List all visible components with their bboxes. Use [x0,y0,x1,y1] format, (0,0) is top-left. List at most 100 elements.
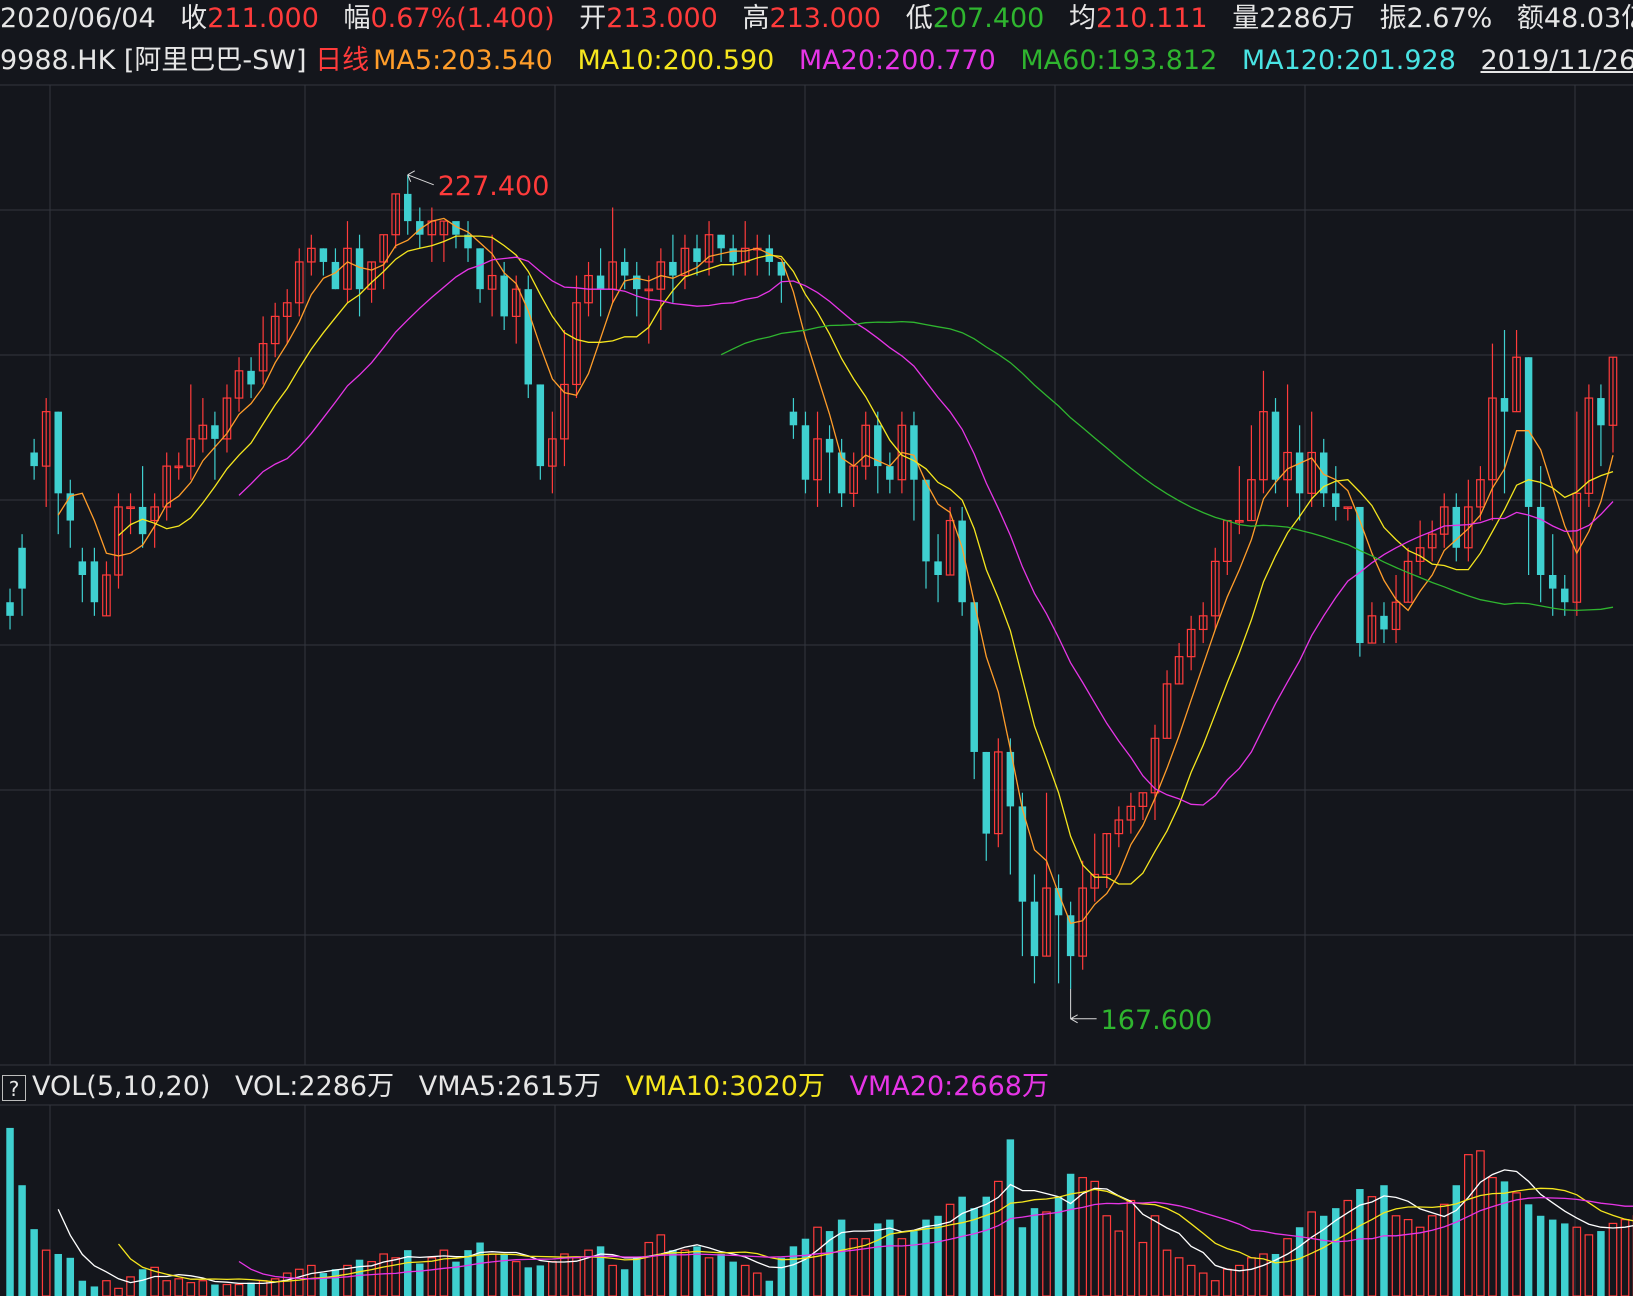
volume-bar [1620,1218,1630,1296]
volume-bar [500,1253,508,1296]
volume-bar [41,1249,51,1296]
volume-bar [982,1196,990,1296]
candle-body [1174,656,1184,685]
candle-body [1090,873,1100,889]
candle-body [247,370,255,385]
candle-body [777,261,786,276]
candle-body [560,383,569,440]
volume-bar [211,1284,219,1296]
volume-bar [1427,1215,1437,1296]
candle-body [1319,452,1328,494]
candle-body [1162,683,1172,739]
candle-body [1066,915,1075,957]
volume-value: 2286万 [1259,3,1355,34]
candle-body [958,520,966,603]
volume-bar [1210,1280,1220,1296]
volume-bar [633,1257,641,1296]
candle-body [30,452,38,467]
ma60-line [720,320,1614,612]
volume-bar [355,1259,364,1296]
candle-body [886,466,894,480]
volume-bar [993,1180,1003,1296]
volume-bar [306,1264,316,1296]
volume-bar [319,1273,328,1296]
volume-bar [813,1226,822,1296]
candle-body [644,288,654,292]
ma5-line [57,217,1614,925]
volume-bar [343,1264,352,1296]
volume-bar [910,1231,918,1296]
candle-body [138,506,147,535]
volume-bar [464,1250,472,1296]
volume-bar [18,1185,26,1296]
candle-body [717,234,725,249]
candle-body [66,493,75,521]
open-value: 213.000 [606,3,718,34]
candle-body [789,411,798,426]
volume-bar [1597,1231,1605,1296]
volume-bar [487,1253,497,1296]
volume-bar [114,1287,123,1296]
volume-bar [439,1249,449,1296]
volume-bar [367,1261,376,1296]
candle-body [1295,452,1304,494]
volume-legend-bar: ? VOL(5,10,20) VOL:2286万 VMA5:2615万 VMA10… [0,1067,1633,1107]
avg-value: 210.111 [1095,3,1208,34]
candle-body [150,506,159,522]
candle-body [487,274,497,290]
candle-body [126,506,135,510]
volume-bar [1332,1208,1340,1296]
volume-bar [126,1276,135,1296]
candle-body [452,221,460,235]
date-range[interactable]: 2019/11/26-2020 [1480,45,1633,76]
volume-bar [669,1250,677,1296]
candle-body [1271,411,1280,480]
candle-body [897,424,907,481]
help-icon[interactable]: ? [2,1074,26,1101]
volume-bar [922,1219,930,1296]
candle-body [680,247,690,277]
candle-body [1380,615,1388,630]
volume-bar [837,1219,846,1296]
candle-body [1512,356,1521,413]
volume-bar [222,1283,232,1296]
candle-body [825,438,834,453]
candle-body [1198,615,1208,631]
volume-bar [801,1238,810,1296]
volume-bar [1356,1189,1364,1296]
amount-label: 额 [1516,3,1544,34]
volume-bar [1452,1185,1461,1296]
candle-body [1572,492,1582,603]
volume-bar [102,1280,111,1296]
volume-bar [391,1257,401,1296]
low-value: 207.400 [932,3,1045,34]
candle-body [1403,560,1413,603]
volume-bar [427,1257,437,1296]
candle-body [511,288,521,317]
candle-body [1452,506,1461,548]
volume-bar [1042,1211,1051,1296]
max-arrow [407,170,434,186]
volume-bar [536,1265,545,1296]
candle-body [1006,751,1015,807]
volume-bar [1174,1257,1184,1296]
volume-bar [294,1268,304,1296]
volume-bars [6,1127,1633,1296]
candle-body [439,220,449,236]
volume-bar [1572,1226,1582,1296]
volume-bar [331,1269,340,1296]
candle-body [54,411,62,494]
volume-bar [1403,1218,1413,1296]
volume-bar [1102,1215,1112,1296]
volume-bar [1512,1192,1521,1296]
candle-body [1018,806,1027,902]
candle-body [874,425,882,467]
period-selector[interactable]: 日线 [315,45,370,76]
candle-body [464,234,472,249]
candle-body [669,261,677,276]
candle-body [1247,479,1256,522]
volume-bar [452,1261,460,1296]
volume-bar [1054,1196,1063,1296]
candle-body [319,248,328,262]
